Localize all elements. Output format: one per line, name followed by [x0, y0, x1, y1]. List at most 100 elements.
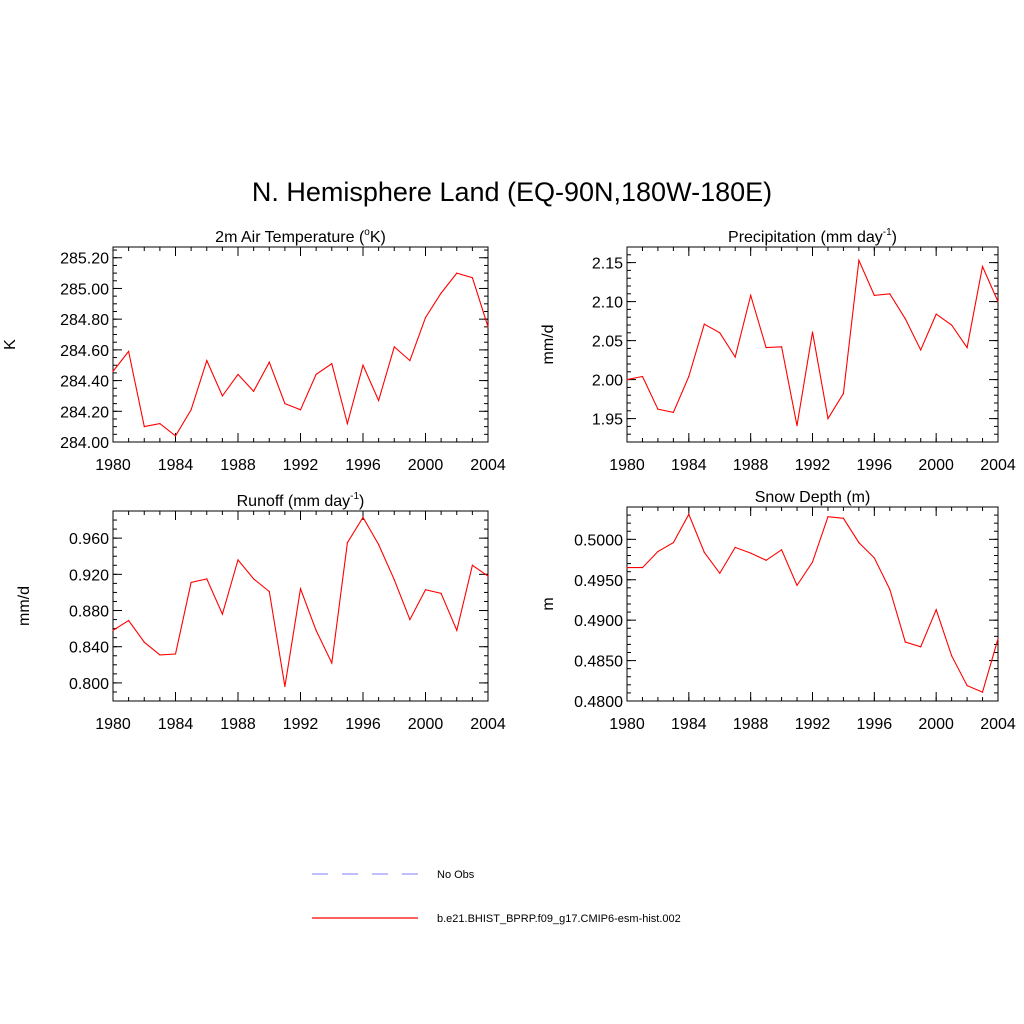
y-tick-label: 0.880: [69, 604, 109, 621]
data-point: [626, 379, 628, 381]
panel-runoff: 1980 1984 1988 1992 1996 2000 2004 0.800 0.840 0.…: [16, 491, 506, 733]
x-tick-label: 1996: [345, 457, 381, 474]
data-point: [174, 653, 177, 655]
data-point: [734, 356, 736, 358]
x-tick-label: 1996: [345, 716, 381, 733]
data-point: [688, 513, 690, 515]
data-point: [268, 361, 270, 363]
data-point: [487, 326, 489, 328]
y-tick-label: 284.60: [60, 343, 109, 360]
data-point: [920, 349, 922, 351]
data-point: [935, 313, 937, 315]
x-tick-label: 1984: [671, 457, 707, 474]
data-point: [873, 557, 875, 559]
x-tick-label: 1992: [795, 716, 831, 733]
legend: No Obs b.e21.BHIST_BPRP.f09_g17.CMIP6-es…: [312, 869, 681, 925]
panel-title-air-temperature: 2m Air Temperature (oK): [215, 227, 386, 246]
data-point: [112, 629, 114, 632]
y-tick-label: 0.4850: [574, 654, 623, 671]
y-axis-label: K: [2, 339, 19, 350]
data-point: [719, 332, 721, 334]
plot-frame: [112, 246, 489, 443]
x-tick-label: 2004: [470, 457, 506, 474]
series-line-runoff: [112, 516, 489, 687]
data-point: [626, 567, 628, 569]
data-point: [128, 619, 130, 622]
data-point: [719, 572, 721, 574]
data-point: [796, 584, 798, 587]
x-tick-label: 1984: [158, 716, 194, 733]
y-tick-label: 0.920: [69, 567, 109, 584]
data-point: [842, 517, 845, 519]
plot-frame: [112, 510, 489, 702]
data-point: [920, 646, 922, 648]
data-point: [253, 390, 255, 392]
data-point: [378, 399, 380, 402]
data-point: [315, 373, 317, 376]
data-point: [206, 360, 208, 362]
y-tick-label: 0.840: [69, 640, 109, 657]
data-point: [889, 293, 891, 295]
x-tick-label: 2000: [918, 457, 954, 474]
data-point: [951, 655, 953, 657]
data-point: [765, 559, 767, 561]
y-tick-label: 0.4900: [574, 613, 623, 630]
data-point: [827, 418, 829, 420]
data-point: [750, 294, 752, 296]
figure-title: N. Hemisphere Land (EQ-90N,180W-180E): [252, 177, 772, 207]
data-point: [346, 542, 348, 544]
data-point: [393, 346, 395, 348]
x-tick-label: 2000: [918, 716, 954, 733]
x-tick-label: 1992: [283, 716, 319, 733]
data-point: [221, 395, 223, 397]
data-point: [424, 317, 427, 319]
data-point: [471, 564, 473, 566]
data-point: [143, 426, 145, 428]
y-axis-label: m: [540, 597, 557, 610]
series-line-air-temperature: [112, 272, 489, 437]
data-point: [487, 575, 489, 577]
data-point: [362, 364, 364, 366]
data-point: [811, 331, 814, 333]
data-point: [159, 654, 161, 656]
data-point: [471, 277, 473, 279]
data-point: [112, 370, 114, 372]
plot-frame: [626, 246, 999, 443]
data-point: [331, 662, 333, 664]
data-point: [221, 613, 223, 615]
panel-title-snow-depth: Snow Depth (m): [755, 489, 871, 506]
data-point: [393, 579, 395, 581]
data-point: [456, 629, 458, 632]
panel-snow-depth: 1980 1984 1988 1992 1996 2000 2004 0.4800 0.4850…: [540, 489, 1016, 733]
series-line-precipitation: [626, 258, 999, 426]
data-point: [889, 588, 891, 591]
y-tick-label: 284.00: [60, 435, 109, 452]
x-tick-label: 2004: [980, 716, 1016, 733]
y-tick-label: 284.80: [60, 312, 109, 329]
data-point: [734, 546, 736, 549]
data-point: [440, 592, 442, 594]
data-point: [143, 641, 145, 643]
x-tick-label: 1980: [609, 716, 645, 733]
data-point: [315, 629, 317, 632]
x-tick-label: 1988: [220, 457, 256, 474]
data-point: [362, 516, 364, 518]
x-tick-label: 1980: [95, 716, 131, 733]
panel-title-precipitation: Precipitation (mm day-1): [728, 227, 897, 246]
data-point: [858, 541, 860, 544]
data-point: [672, 541, 674, 544]
y-tick-label: 284.40: [60, 374, 109, 391]
data-point: [672, 411, 674, 413]
y-tick-label: 2.10: [592, 295, 623, 312]
data-point: [858, 259, 860, 261]
data-point: [174, 435, 177, 437]
data-point: [237, 559, 239, 561]
x-tick-label: 2000: [408, 716, 444, 733]
data-point: [765, 347, 767, 349]
data-point: [935, 609, 937, 611]
data-point: [284, 685, 286, 688]
data-point: [873, 294, 875, 296]
data-point: [657, 408, 659, 410]
panel-precipitation: 1980 1984 1988 1992 1996 2000 2004 1.95 2.00 2.05…: [540, 227, 1016, 474]
data-point: [811, 561, 814, 563]
